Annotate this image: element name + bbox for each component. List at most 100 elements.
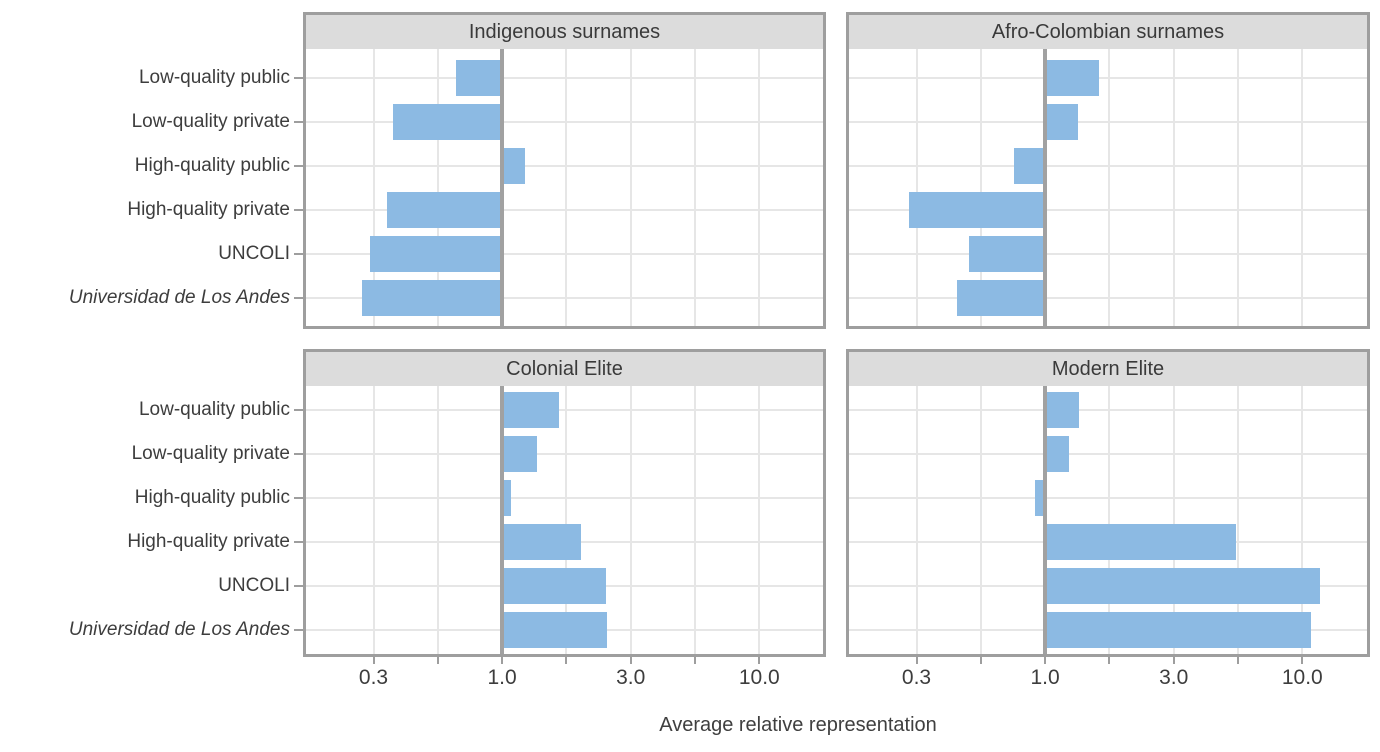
bar-low-quality-private	[1045, 436, 1070, 472]
plot-area	[306, 49, 823, 326]
bar-low-quality-private	[392, 103, 503, 140]
y-gridline	[306, 252, 823, 255]
x-gridline	[565, 386, 568, 654]
x-gridline	[758, 386, 761, 654]
y-gridline	[849, 164, 1367, 167]
x-tick	[979, 657, 982, 664]
y-tick	[294, 453, 303, 455]
y-tick	[294, 76, 303, 79]
bar-universidad-de-los-andes	[362, 279, 503, 316]
bar-low-quality-public	[1045, 59, 1100, 96]
y-axis-label: Low-quality private	[131, 110, 290, 132]
x-tick-label: 10.0	[1281, 666, 1323, 689]
x-tick	[1172, 657, 1175, 664]
y-gridline	[306, 497, 823, 499]
x-gridline	[1237, 386, 1239, 654]
plot-area	[306, 386, 823, 654]
y-axis-label: High-quality public	[134, 154, 290, 176]
x-tick	[1044, 657, 1047, 664]
x-gridline	[372, 386, 375, 654]
bar-low-quality-public	[502, 392, 560, 428]
x-gridline	[372, 49, 375, 326]
y-tick	[294, 409, 303, 411]
x-tick-label: 0.3	[358, 666, 389, 689]
facet-panel-colonial-elite: Colonial Elite	[303, 349, 826, 657]
y-gridline	[849, 497, 1367, 499]
bar-high-quality-private	[502, 524, 581, 560]
x-gridline	[758, 49, 761, 326]
bar-high-quality-public	[502, 480, 512, 516]
bar-high-quality-public	[1014, 147, 1046, 184]
x-tick-label: 3.0	[616, 666, 646, 689]
bar-low-quality-private	[1045, 103, 1078, 140]
y-gridline	[849, 76, 1367, 79]
x-tick	[436, 657, 439, 664]
y-gridline	[849, 208, 1367, 211]
x-tick-label: 3.0	[1159, 666, 1189, 689]
x-gridline	[915, 386, 918, 654]
x-gridline	[694, 386, 696, 654]
x-gridline	[979, 386, 982, 654]
x-gridline	[629, 386, 632, 654]
bar-uncoli	[502, 568, 607, 604]
facet-panel-indigenous-surnames: Indigenous surnames	[303, 12, 826, 329]
x-gridline	[1172, 49, 1175, 326]
x-tick	[1301, 657, 1304, 664]
facet-panel-modern-elite: Modern Elite	[846, 349, 1370, 657]
y-gridline	[306, 453, 823, 455]
x-gridline	[1301, 386, 1304, 654]
reference-line	[1043, 386, 1048, 654]
y-axis-label: UNCOLI	[218, 575, 290, 596]
bar-universidad-de-los-andes	[957, 279, 1046, 316]
x-tick	[1108, 657, 1111, 664]
x-gridline	[1172, 386, 1175, 654]
y-tick	[294, 497, 303, 499]
y-gridline	[849, 409, 1367, 411]
y-gridline	[306, 76, 823, 79]
x-tick-label: 10.0	[738, 666, 780, 689]
x-gridline	[565, 49, 568, 326]
y-tick	[294, 629, 303, 631]
y-gridline	[306, 208, 823, 211]
x-tick	[758, 657, 761, 664]
x-tick-label: 1.0	[1030, 666, 1060, 689]
x-tick	[565, 657, 568, 664]
y-axis-label: UNCOLI	[218, 242, 290, 264]
x-gridline	[694, 49, 696, 326]
y-gridline	[849, 453, 1367, 455]
x-tick-label: 0.3	[901, 666, 932, 689]
bar-high-quality-public	[1035, 480, 1046, 516]
bar-low-quality-public	[1045, 392, 1080, 428]
x-tick	[372, 657, 375, 664]
bar-uncoli	[369, 235, 503, 272]
reference-line	[1043, 49, 1048, 326]
plot-area	[849, 386, 1367, 654]
x-gridline	[1237, 49, 1239, 326]
x-gridline	[629, 49, 632, 326]
y-gridline	[849, 252, 1367, 255]
y-axis-label: High-quality public	[134, 487, 290, 508]
y-axis-label: Universidad de Los Andes	[68, 619, 290, 640]
bar-universidad-de-los-andes	[1045, 612, 1312, 648]
x-tick	[694, 657, 696, 664]
x-gridline	[979, 49, 982, 326]
bar-high-quality-private	[386, 191, 503, 228]
y-gridline	[306, 120, 823, 123]
facet-title: Indigenous surnames	[468, 20, 661, 43]
bar-low-quality-private	[502, 436, 538, 472]
y-tick	[294, 296, 303, 299]
facet-title: Afro-Colombian surnames	[991, 20, 1225, 43]
facet-title: Modern Elite	[1051, 357, 1165, 380]
x-gridline	[915, 49, 918, 326]
facet-strip: Colonial Elite	[306, 352, 823, 386]
x-gridline	[436, 386, 439, 654]
bar-high-quality-private	[909, 191, 1046, 228]
y-axis-label: High-quality private	[127, 198, 290, 220]
x-gridline	[436, 49, 439, 326]
bar-high-quality-public	[502, 147, 526, 184]
y-gridline	[306, 409, 823, 411]
y-gridline	[849, 296, 1367, 299]
y-tick	[294, 164, 303, 167]
x-tick	[501, 657, 504, 664]
